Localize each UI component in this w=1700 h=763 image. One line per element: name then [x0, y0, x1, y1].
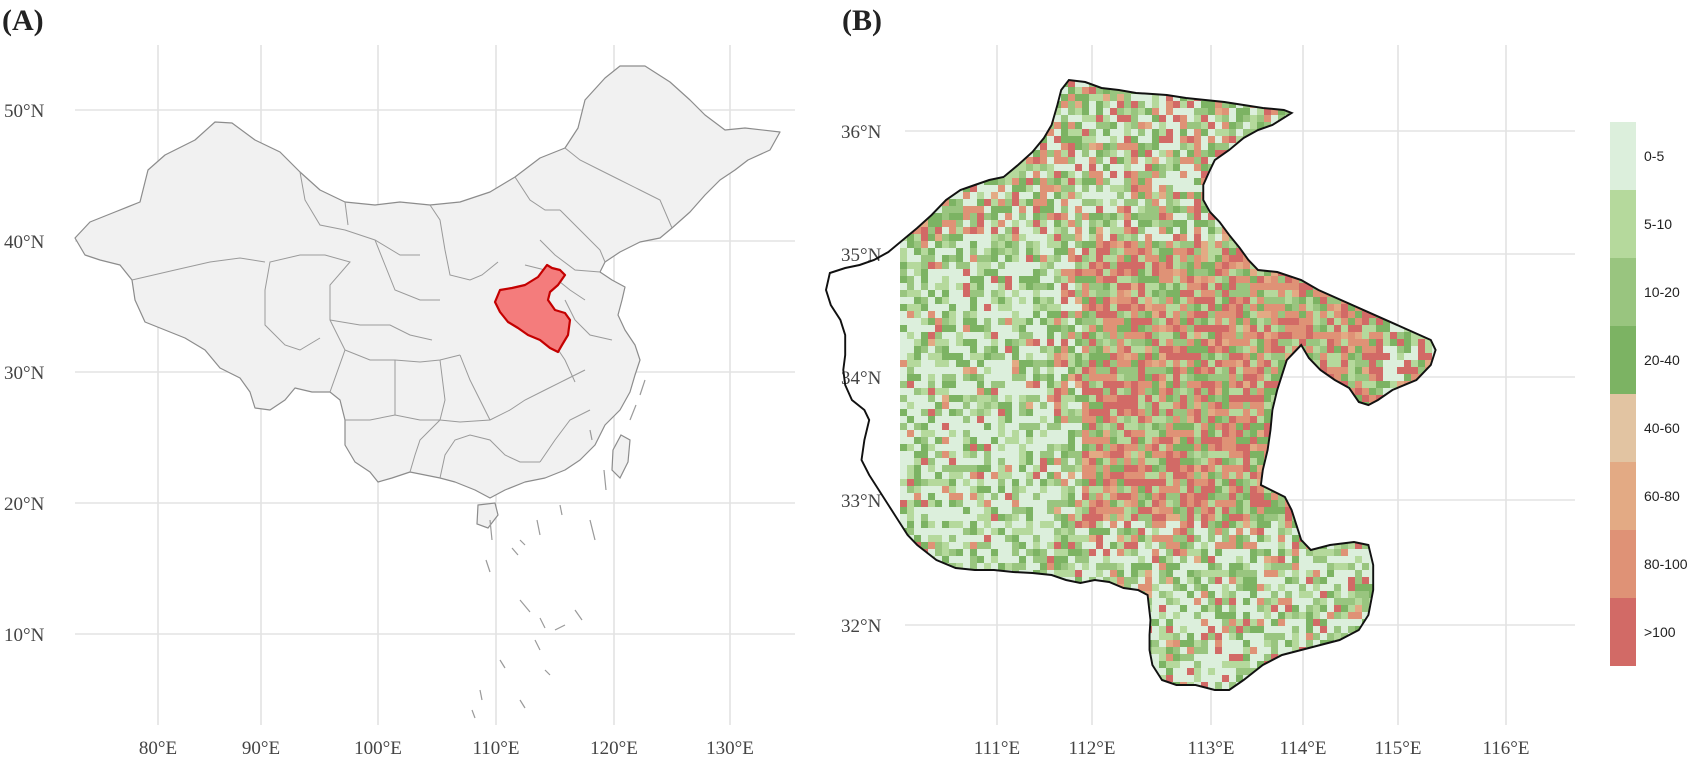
legend-label: 0-5 — [1644, 148, 1664, 164]
legend-swatch — [1610, 598, 1636, 666]
lat-tick-label: 34°N — [841, 368, 882, 389]
panel-a-lon-labels: 80°E 90°E 100°E 110°E 120°E 130°E — [139, 738, 754, 759]
lon-tick-label: 90°E — [242, 738, 280, 759]
legend-swatch — [1610, 462, 1636, 530]
china-landmass — [74, 65, 781, 499]
lat-tick-label: 32°N — [841, 616, 882, 637]
lat-tick-label: 50°N — [4, 101, 45, 122]
legend-label: 20-40 — [1644, 352, 1680, 368]
legend-swatch — [1610, 258, 1636, 326]
lon-tick-label: 113°E — [1188, 738, 1235, 759]
legend-swatch — [1610, 190, 1636, 258]
lon-tick-label: 111°E — [974, 738, 1020, 759]
lat-tick-label: 10°N — [4, 625, 45, 646]
legend-label: 80-100 — [1644, 556, 1688, 572]
legend-swatch — [1610, 326, 1636, 394]
legend-label: 40-60 — [1644, 420, 1680, 436]
henan-province-highlight — [493, 263, 572, 354]
lat-tick-label: 36°N — [841, 122, 882, 143]
legend-label: 10-20 — [1644, 284, 1680, 300]
taiwan — [611, 434, 631, 480]
hainan — [476, 502, 499, 529]
panel-b-label: (B) — [842, 4, 882, 37]
legend-swatch — [1610, 394, 1636, 462]
density-raster — [900, 80, 1436, 690]
lon-tick-label: 115°E — [1375, 738, 1422, 759]
south-china-sea-islands — [471, 379, 646, 719]
panel-a-lat-labels: 50°N 40°N 30°N 20°N 10°N — [4, 101, 45, 646]
legend-label: 60-80 — [1644, 488, 1680, 504]
panel-a-label: (A) — [2, 4, 44, 37]
lon-tick-label: 100°E — [354, 738, 402, 759]
lon-tick-label: 114°E — [1280, 738, 1327, 759]
legend: 0-5 5-10 10-20 20-40 40-60 60-80 80-100 >100 — [1610, 122, 1688, 666]
panel-b-lon-labels: 111°E 112°E 113°E 114°E 115°E 116°E — [974, 738, 1530, 759]
panel-a: (A) 50°N 40°N 30°N 20°N 10°N 80°E 90°E 1… — [2, 4, 795, 759]
legend-label: 5-10 — [1644, 216, 1672, 232]
panel-b-lat-labels: 36°N 35°N 34°N 33°N 32°N — [841, 122, 882, 637]
lon-tick-label: 110°E — [473, 738, 520, 759]
lon-tick-label: 112°E — [1069, 738, 1116, 759]
lon-tick-label: 116°E — [1483, 738, 1530, 759]
province-boundaries — [131, 147, 673, 479]
lon-tick-label: 120°E — [590, 738, 638, 759]
lat-tick-label: 35°N — [841, 245, 882, 266]
legend-swatch — [1610, 122, 1636, 190]
legend-swatch — [1610, 530, 1636, 598]
panel-b: (B) 36°N 35°N 34°N 33°N 32°N 111°E 112°E… — [825, 4, 1688, 759]
lat-tick-label: 30°N — [4, 363, 45, 384]
lat-tick-label: 20°N — [4, 494, 45, 515]
lat-tick-label: 33°N — [841, 491, 882, 512]
lon-tick-label: 80°E — [139, 738, 177, 759]
lat-tick-label: 40°N — [4, 232, 45, 253]
legend-label: >100 — [1644, 624, 1676, 640]
lon-tick-label: 130°E — [706, 738, 754, 759]
